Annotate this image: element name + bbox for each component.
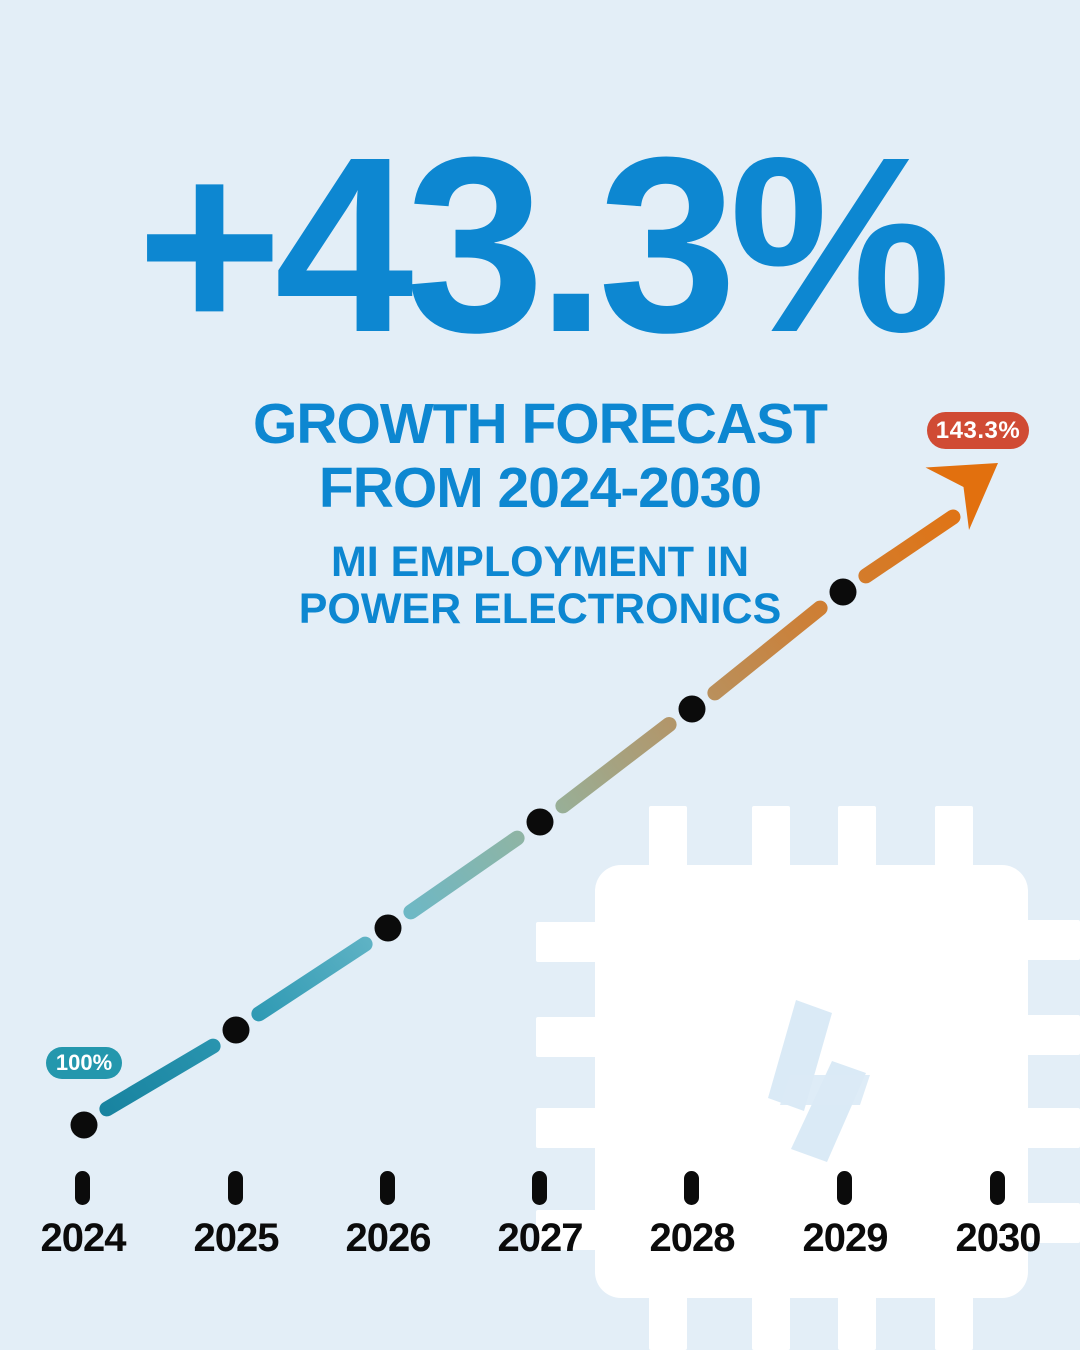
subtitle-line2: FROM 2024-2030 (318, 455, 762, 520)
axis-year-label: 2029 (802, 1216, 889, 1260)
axis-tick-2029 (837, 1171, 852, 1205)
axis-year-label: 2026 (345, 1216, 432, 1260)
axis-year-label: 2028 (649, 1216, 736, 1260)
subheading: MI EMPLOYMENT IN POWER ELECTRONICS (0, 538, 1080, 634)
axis-tick-2026 (380, 1171, 395, 1205)
subtitle: GROWTH FORECAST FROM 2024-2030 (0, 392, 1080, 521)
start-value-badge: 100% (46, 1047, 122, 1079)
axis-year-label: 2030 (955, 1216, 1042, 1260)
axis-tick-2024 (75, 1171, 90, 1205)
subheading-line1: MI EMPLOYMENT IN (330, 538, 750, 586)
data-point-dots (70, 578, 857, 1139)
lightning-bolt-icon (768, 1000, 870, 1162)
end-value-badge: 143.3% (927, 412, 1029, 449)
axis-year-label: 2024 (40, 1216, 127, 1260)
trend-line (99, 509, 961, 1117)
subheading-line2: POWER ELECTRONICS (298, 585, 782, 634)
axis-tick-2028 (684, 1171, 699, 1205)
subtitle-line1: GROWTH FORECAST (253, 392, 828, 456)
axis-year-label: 2025 (193, 1216, 280, 1260)
trend-arrow-icon (925, 463, 998, 530)
axis-tick-2025 (228, 1171, 243, 1205)
axis-year-label: 2027 (497, 1216, 584, 1260)
axis-tick-2027 (532, 1171, 547, 1205)
headline-growth-percent: +43.3% (136, 105, 952, 384)
axis-tick-2030 (990, 1171, 1005, 1205)
